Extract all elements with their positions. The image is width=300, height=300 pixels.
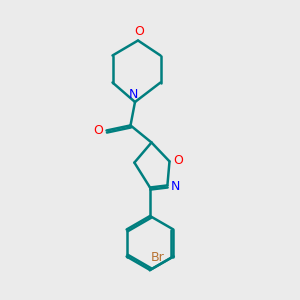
Text: N: N <box>171 180 180 194</box>
Text: N: N <box>129 88 138 101</box>
Text: O: O <box>173 154 183 167</box>
Text: Br: Br <box>151 250 165 264</box>
Text: O: O <box>94 124 103 137</box>
Text: O: O <box>135 25 144 38</box>
